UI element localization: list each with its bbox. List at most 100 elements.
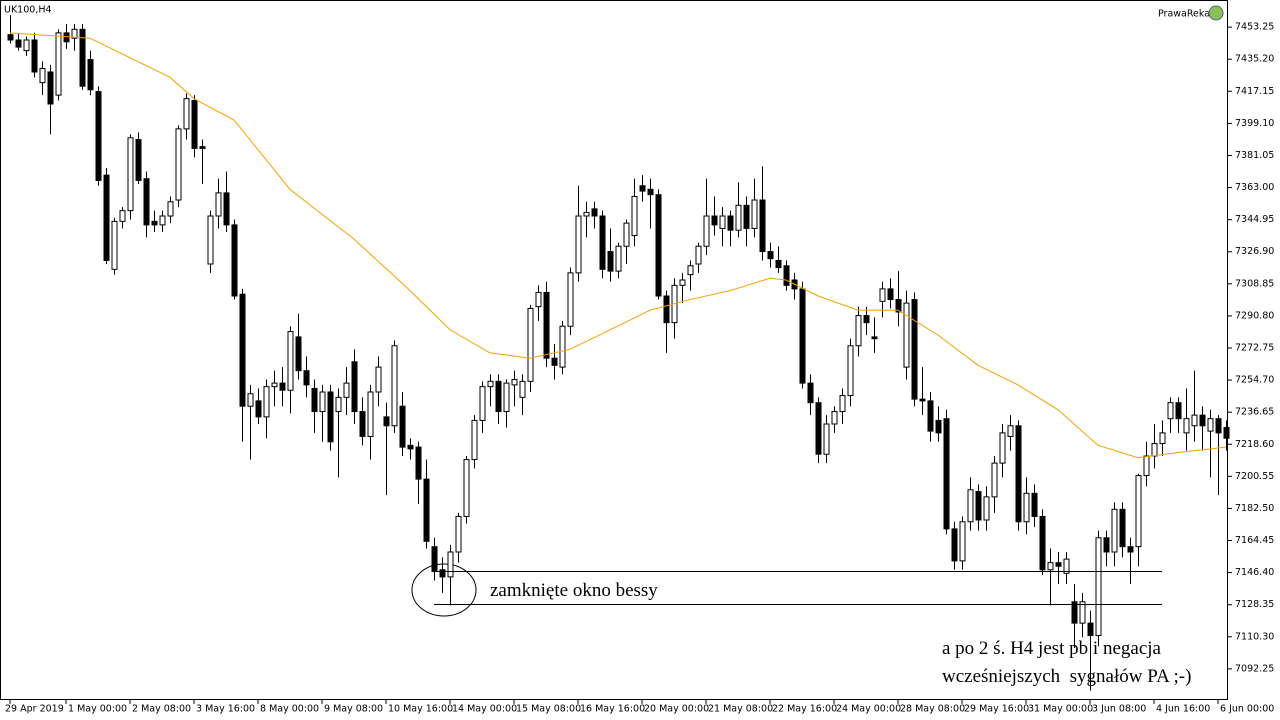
y-tick-label: 7182.50 [1235, 503, 1274, 514]
candle-body [1215, 418, 1222, 434]
candle-body [871, 336, 878, 340]
candle-body [103, 174, 110, 261]
candle-body [375, 366, 382, 393]
candle-body [191, 99, 198, 149]
candle-body [247, 393, 254, 407]
candle-body [319, 391, 326, 413]
candle-body [95, 91, 102, 181]
x-tick-label: 24 May 00:00 [836, 704, 901, 715]
candle-body [175, 128, 182, 201]
x-tick-label: 29 Apr 2019 [5, 704, 64, 715]
candle-body [1031, 492, 1038, 517]
candle-body [583, 211, 590, 217]
candle-body [1127, 546, 1134, 553]
candle-body [1023, 492, 1030, 523]
y-tick-label: 7200.55 [1235, 471, 1274, 482]
candle-body [767, 251, 774, 260]
candle-body [183, 98, 190, 130]
candle-body [839, 395, 846, 413]
candle-body [727, 215, 734, 231]
candle-body [407, 444, 414, 450]
candle-body [743, 204, 750, 229]
candle-body [775, 259, 782, 269]
y-tick-label: 7254.70 [1235, 375, 1274, 386]
y-tick-label: 7308.85 [1235, 278, 1274, 289]
y-tick-label: 7236.65 [1235, 407, 1274, 418]
candle-body [1087, 622, 1094, 637]
candle-body [591, 208, 598, 217]
candle-body [495, 380, 502, 413]
candle-body [1047, 562, 1054, 571]
candle-body [1007, 425, 1014, 437]
candle-body [679, 279, 686, 286]
candle-body [815, 402, 822, 455]
candle-body [463, 459, 470, 517]
highlight-ellipse [411, 563, 477, 617]
candle-body [503, 382, 510, 413]
candle-body [1095, 537, 1102, 637]
candle-body [271, 382, 278, 388]
y-tick-label: 7453.25 [1235, 22, 1274, 33]
candle-body [895, 299, 902, 313]
candle-body [1055, 562, 1062, 567]
candle-body [863, 315, 870, 324]
candle-body [783, 265, 790, 286]
candle-body [47, 71, 54, 105]
plot-frame [0, 0, 1228, 700]
candle-body [1207, 418, 1214, 432]
candle-body [431, 546, 438, 573]
candle-body [455, 515, 462, 553]
y-tick-label: 7164.45 [1235, 535, 1274, 546]
candle-body [447, 551, 454, 578]
annotation: a po 2 ś. H4 jest pb i negacja [942, 638, 1162, 659]
candle-body [1191, 414, 1198, 427]
moving-average [9, 32, 1227, 459]
y-tick-label: 7363.00 [1235, 182, 1274, 193]
candle-body [119, 210, 126, 222]
candle-body [1071, 601, 1078, 624]
x-tick-label: 6 Jun 00:00 [1220, 704, 1274, 715]
candle-body [423, 478, 430, 542]
x-tick-label: 4 Jun 16:00 [1156, 704, 1210, 715]
candle-body [887, 288, 894, 301]
candle-body [719, 215, 726, 229]
candle-body [799, 288, 806, 384]
candle-body [847, 345, 854, 397]
candle-body [935, 419, 942, 434]
candle-body [1167, 402, 1174, 420]
candle-body [759, 199, 766, 253]
candle-body [927, 400, 934, 432]
candle-body [567, 272, 574, 327]
x-tick-label: 28 May 08:00 [900, 704, 965, 715]
candle-body [991, 462, 998, 498]
candle-body [295, 336, 302, 372]
candle-body [143, 178, 150, 226]
candle-body [335, 396, 342, 413]
candle-body [127, 137, 134, 212]
x-tick-label: 10 May 16:00 [388, 704, 453, 715]
candle-body [911, 299, 918, 400]
candle-body [1111, 508, 1118, 553]
candle-body [831, 411, 838, 425]
x-tick-label: 9 May 08:00 [324, 704, 383, 715]
candle-body [1103, 537, 1110, 553]
candle-body [599, 215, 606, 270]
candle-body [263, 386, 270, 418]
candle-body [975, 491, 982, 521]
y-tick-label: 7128.35 [1235, 599, 1274, 610]
candle-body [471, 419, 478, 461]
candle-body [1015, 425, 1022, 523]
x-tick-label: 3 May 16:00 [196, 704, 255, 715]
candle-body [751, 199, 758, 229]
candle-body [327, 391, 334, 443]
candle-body [55, 32, 62, 96]
candle-body [391, 345, 398, 427]
candle-body [1183, 418, 1190, 434]
candle-body [415, 446, 422, 480]
candle-body [519, 380, 526, 398]
candle-body [479, 386, 486, 421]
candle-body [511, 379, 518, 386]
candle-body [1175, 402, 1182, 420]
candle-body [855, 315, 862, 347]
